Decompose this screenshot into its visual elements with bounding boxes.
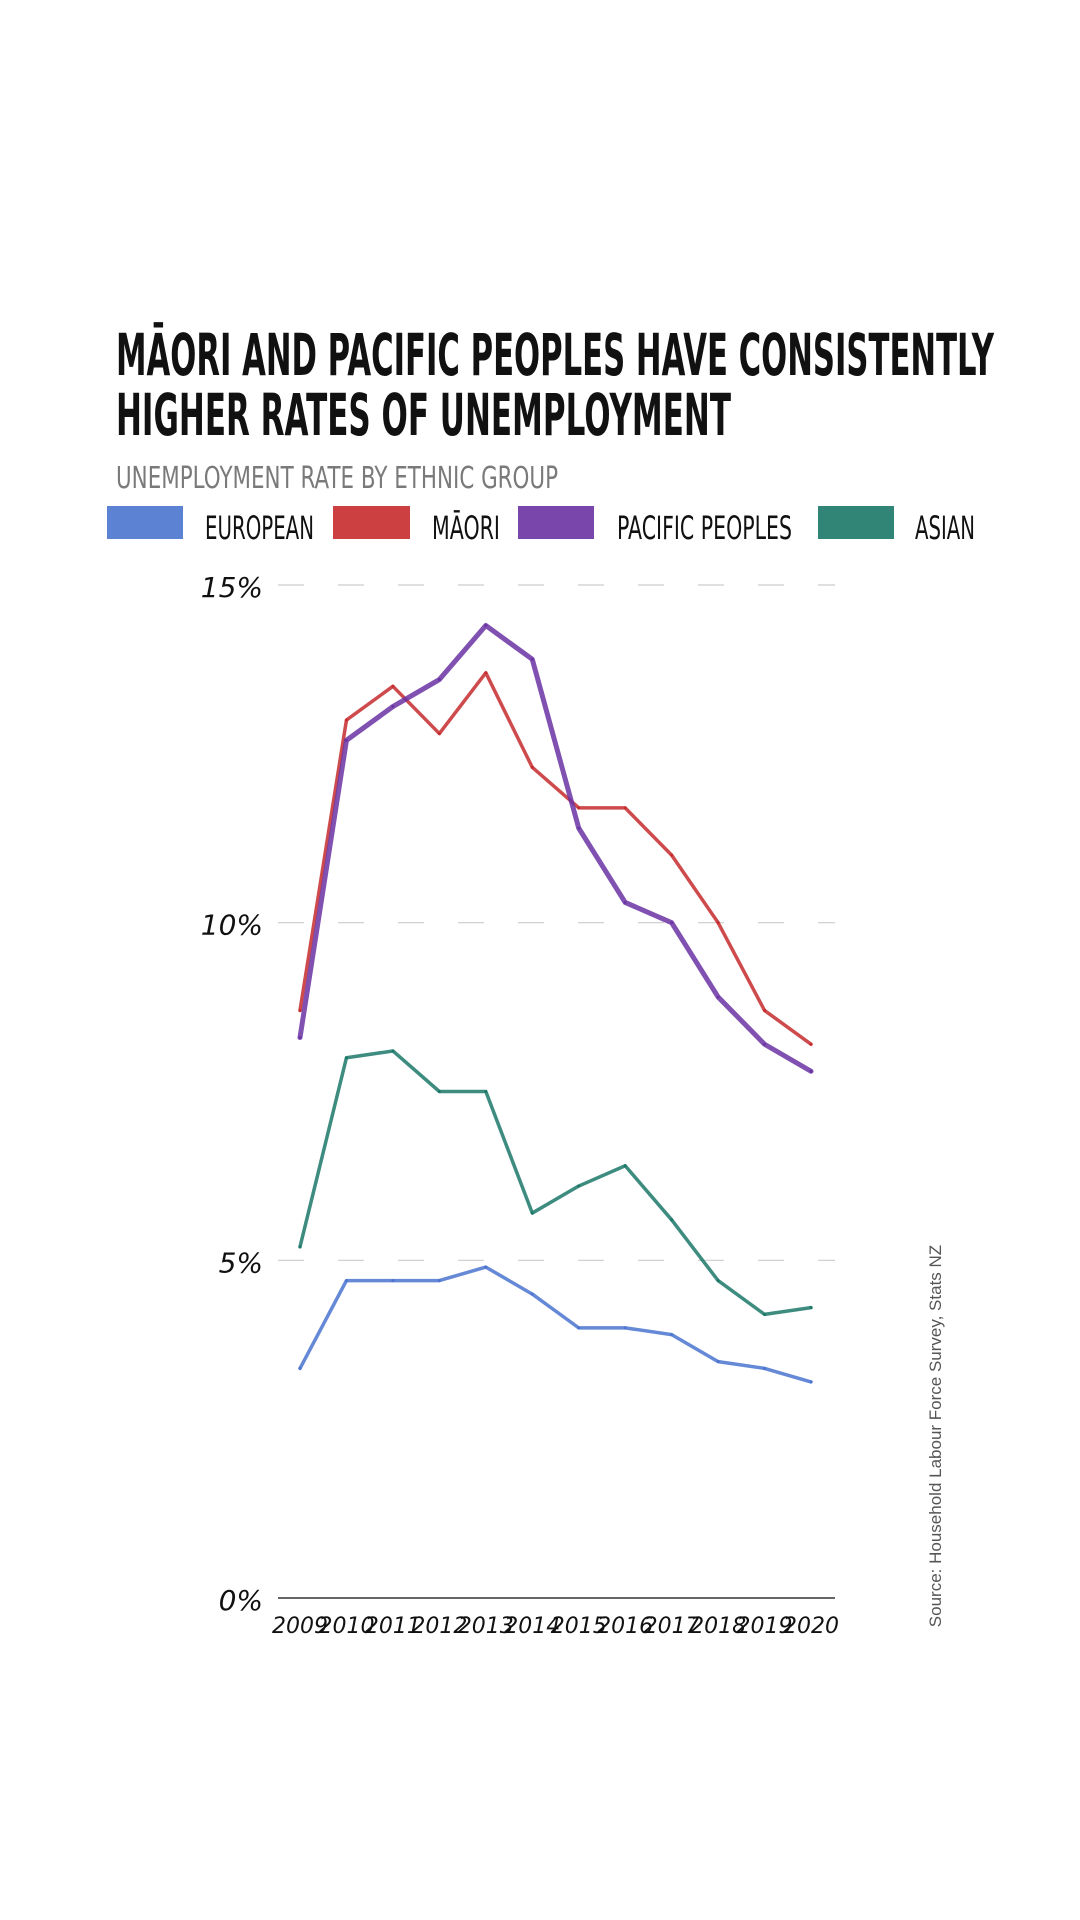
x-tick-label: 2009 xyxy=(272,1614,328,1639)
data-point xyxy=(484,1090,488,1093)
data-point xyxy=(437,732,441,736)
data-point xyxy=(437,1279,441,1283)
x-tick-label: 2011 xyxy=(365,1614,421,1639)
series-lines xyxy=(297,623,814,1384)
series-line-pacific-peoples xyxy=(297,623,814,1074)
y-axis-ticks: 0% 5% 10% 15% xyxy=(201,571,263,1617)
data-point xyxy=(623,1164,627,1168)
x-tick-label: 2015 xyxy=(551,1614,607,1639)
x-tick-label: 2014 xyxy=(504,1614,560,1639)
data-point xyxy=(763,1366,767,1370)
gridlines xyxy=(278,584,835,1261)
data-point xyxy=(809,1306,813,1310)
data-point xyxy=(298,1366,302,1370)
data-point xyxy=(391,1049,395,1053)
y-tick-label: 15% xyxy=(201,571,263,604)
chart-subtitle: UNEMPLOYMENT RATE BY ETHNIC GROUP xyxy=(116,461,558,496)
data-point xyxy=(716,1279,720,1283)
data-point xyxy=(809,1069,813,1073)
data-point xyxy=(298,1245,302,1249)
y-tick-label: 5% xyxy=(219,1246,263,1279)
data-point xyxy=(437,678,441,682)
data-point xyxy=(763,1042,767,1046)
data-point xyxy=(530,765,534,769)
data-point xyxy=(670,921,674,925)
data-point xyxy=(344,718,348,722)
legend-swatch-pacific-peoples xyxy=(518,506,594,539)
data-point xyxy=(344,738,348,742)
data-point xyxy=(530,657,534,661)
data-point xyxy=(530,1292,534,1296)
data-point xyxy=(763,1008,767,1012)
series-line-asian xyxy=(298,1049,813,1317)
data-point xyxy=(391,1279,395,1283)
source-note: Source: Household Labour Force Survey, S… xyxy=(926,1245,945,1627)
y-tick-label: 0% xyxy=(219,1584,263,1617)
chart-title-line-1: MĀORI AND PACIFIC PEOPLES HAVE CONSISTEN… xyxy=(116,321,995,389)
data-point xyxy=(437,1090,441,1093)
legend-label-maori: MĀORI xyxy=(432,509,500,547)
legend-label-european: EUROPEAN xyxy=(205,509,314,547)
legend-swatch-maori xyxy=(333,506,410,539)
legend-label-pacific-peoples: PACIFIC PEOPLES xyxy=(617,509,792,547)
data-point xyxy=(298,1035,302,1039)
data-point xyxy=(577,826,581,830)
data-point xyxy=(623,806,627,810)
legend: EUROPEAN MĀORI PACIFIC PEOPLES ASIAN xyxy=(107,506,975,547)
x-tick-label: 2013 xyxy=(458,1614,514,1639)
data-point xyxy=(670,853,674,857)
x-tick-label: 2017 xyxy=(644,1614,700,1639)
x-tick-label: 2012 xyxy=(411,1614,467,1639)
data-point xyxy=(344,1279,348,1283)
data-point xyxy=(623,1326,627,1330)
legend-swatch-european xyxy=(107,506,183,539)
x-tick-label: 2020 xyxy=(783,1614,839,1639)
data-point xyxy=(344,1056,348,1060)
data-point xyxy=(484,624,488,628)
x-tick-label: 2019 xyxy=(737,1614,793,1639)
y-tick-label: 10% xyxy=(201,909,263,942)
data-point xyxy=(809,1042,813,1046)
x-axis-ticks: 2009201020112012201320142015201620172018… xyxy=(272,1614,839,1639)
data-point xyxy=(763,1312,767,1316)
series-line-european xyxy=(298,1265,813,1384)
data-point xyxy=(484,1265,488,1269)
data-point xyxy=(577,1326,581,1330)
x-tick-label: 2016 xyxy=(597,1614,653,1639)
legend-swatch-asian xyxy=(818,506,894,539)
data-point xyxy=(391,684,395,688)
series-line-m-ori xyxy=(298,671,813,1046)
data-point xyxy=(716,1360,720,1364)
data-point xyxy=(298,1008,302,1012)
data-point xyxy=(577,1184,581,1188)
data-point xyxy=(670,1218,674,1222)
data-point xyxy=(623,900,627,904)
data-point xyxy=(716,995,720,999)
chart-title-line-2: HIGHER RATES OF UNEMPLOYMENT xyxy=(116,381,731,449)
x-tick-label: 2010 xyxy=(318,1614,374,1639)
data-point xyxy=(484,671,488,675)
x-tick-label: 2018 xyxy=(690,1614,746,1639)
data-point xyxy=(577,806,581,810)
data-point xyxy=(716,921,720,925)
data-point xyxy=(670,1333,674,1337)
data-point xyxy=(809,1380,813,1384)
data-point xyxy=(530,1211,534,1215)
legend-label-asian: ASIAN xyxy=(915,509,975,547)
data-point xyxy=(391,705,395,709)
